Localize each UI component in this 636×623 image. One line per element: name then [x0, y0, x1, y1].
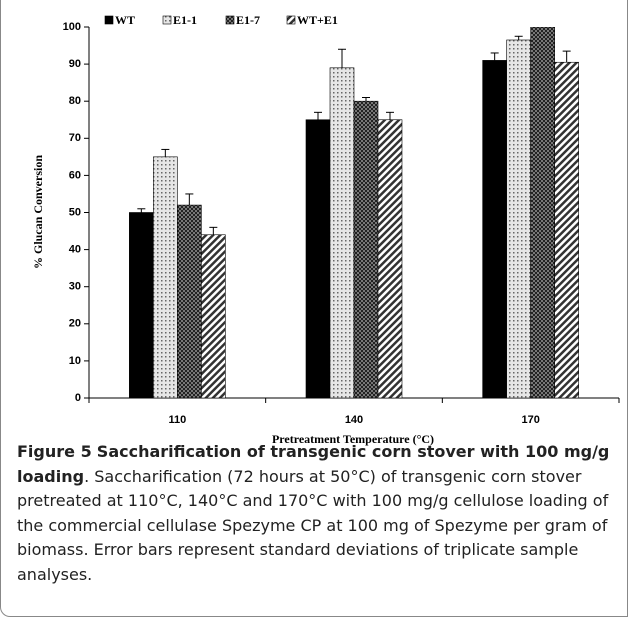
x-tick-label: 170 — [521, 414, 539, 426]
error-bar — [209, 226, 218, 235]
legend-label: E1-1 — [173, 13, 197, 27]
bar — [201, 234, 226, 399]
y-tick-label: 60 — [69, 169, 81, 181]
bar — [129, 212, 154, 399]
bar — [329, 67, 355, 399]
bar — [353, 100, 379, 399]
y-tick-label: 70 — [69, 132, 81, 144]
y-axis-label: % Glucan Conversion — [31, 155, 45, 269]
error-bar — [314, 111, 322, 120]
error-bar — [490, 52, 499, 61]
plot-area — [129, 23, 579, 399]
error-bar — [539, 23, 547, 27]
bar — [305, 119, 331, 399]
x-tick-label: 110 — [168, 414, 186, 426]
chart: % Glucan Conversion Pretreatment Tempera… — [31, 13, 620, 446]
figure: % Glucan Conversion Pretreatment Tempera… — [0, 0, 628, 617]
y-tick-label: 80 — [69, 95, 81, 107]
bar — [153, 156, 178, 399]
bar — [530, 27, 555, 399]
y-tick-label: 50 — [69, 206, 81, 218]
y-tick-label: 30 — [69, 281, 81, 293]
caption-label: Figure 5 — [17, 442, 92, 461]
bar — [177, 204, 202, 399]
y-tick-label: 10 — [69, 355, 81, 367]
error-bar — [562, 50, 571, 63]
x-tick-label: 140 — [345, 414, 363, 426]
legend-swatch — [162, 15, 172, 25]
error-bar — [185, 193, 194, 206]
error-bar — [338, 48, 346, 68]
bar — [482, 60, 507, 399]
legend-swatch — [286, 15, 296, 25]
bar — [377, 119, 403, 399]
error-bar — [514, 35, 523, 40]
legend-label: WT — [115, 13, 135, 27]
bar — [554, 61, 579, 399]
legend-swatch — [225, 15, 235, 25]
caption: Figure 5 Saccharification of transgenic … — [17, 440, 617, 587]
x-axis-label: Pretreatment Temperature (°C) — [272, 432, 434, 446]
legend-label: WT+E1 — [297, 13, 338, 27]
error-bar — [386, 111, 394, 120]
legend-label: E1-7 — [236, 13, 260, 27]
y-tick-label: 90 — [69, 58, 81, 70]
error-bar — [161, 148, 170, 157]
error-bar — [137, 208, 146, 213]
caption-text: . Saccharification (72 hours at 50°C) of… — [17, 466, 609, 584]
caption-title: Saccharification of transgenic corn stov… — [17, 442, 610, 486]
y-tick-label: 0 — [75, 392, 81, 404]
y-tick-label: 40 — [69, 244, 81, 256]
error-bar — [362, 96, 370, 102]
y-tick-label: 100 — [63, 21, 81, 33]
bar — [506, 39, 531, 399]
legend-swatch — [104, 15, 114, 25]
y-tick-label: 20 — [69, 318, 81, 330]
